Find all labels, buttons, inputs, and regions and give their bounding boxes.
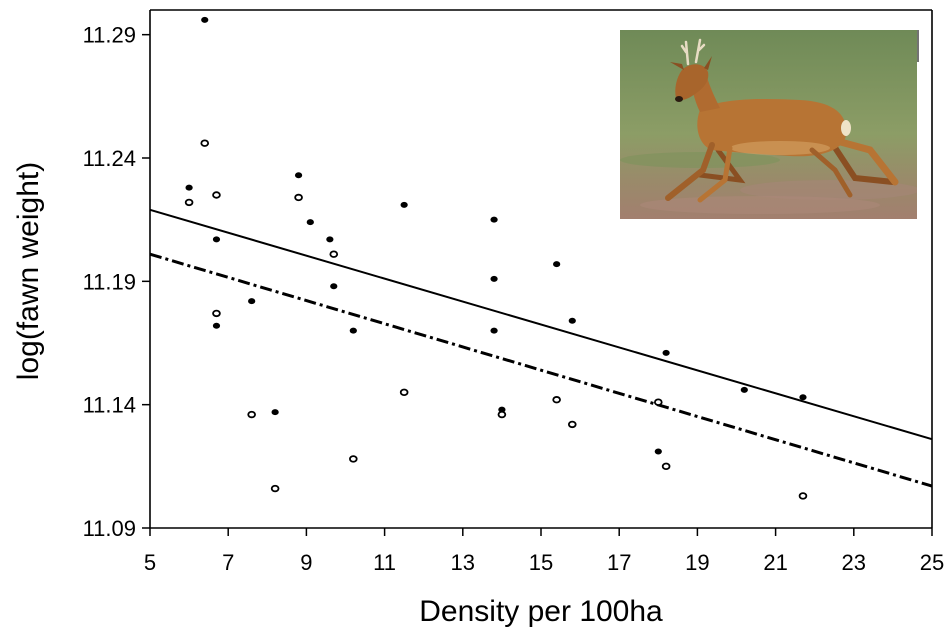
data-point-filled [490,275,498,282]
data-point-filled [212,322,221,329]
y-tick-label: 11.24 [83,146,136,171]
data-point-open [294,193,303,202]
data-point-filled [201,16,209,23]
data-points [184,16,808,500]
data-point-filled [553,261,561,268]
x-tick-label: 15 [529,550,553,575]
data-point-filled [326,236,334,243]
x-tick-label: 23 [842,550,866,575]
data-point-open [567,420,577,429]
x-tick-label: 25 [920,550,944,575]
data-point-open [661,462,671,471]
data-point-open [247,410,256,419]
x-tick-label: 21 [763,550,787,575]
data-point-open [329,250,339,258]
deer-figure [665,38,899,203]
data-point-open [184,198,194,207]
data-point-filled [212,236,221,243]
data-point-filled [185,184,193,191]
data-point-filled [400,201,408,208]
data-point-open [399,388,409,397]
data-point-open [349,455,358,463]
x-ticks: 5 7 9 11 13 15 17 19 21 23 25 [144,528,944,575]
data-point-filled [294,172,303,179]
data-point-filled [306,219,314,226]
data-point-filled [490,216,498,223]
x-tick-label: 5 [144,550,156,575]
data-point-filled [330,283,338,290]
data-point-open [497,410,507,419]
data-point-open [212,191,221,199]
data-point-filled [799,394,807,401]
data-point-open [552,396,561,404]
data-point-filled [248,298,256,305]
regression-line-solid [149,208,933,441]
x-tick-label: 13 [451,550,475,575]
data-point-filled [490,327,498,334]
data-point-open [270,484,280,493]
y-ticks: 11.09 11.14 11.19 11.24 11.29 [83,23,150,541]
y-axis-title: log(fawn weight) [12,162,45,380]
data-point-filled [662,349,670,356]
deer-photo [620,30,919,219]
fit-lines [149,208,933,488]
x-tick-label: 19 [685,550,709,575]
x-tick-label: 11 [373,550,396,575]
data-point-filled [349,327,357,334]
x-tick-label: 17 [607,550,631,575]
y-tick-label: 11.29 [83,23,136,48]
x-tick-label: 9 [300,550,312,575]
regression-line-dash-dot [149,252,933,488]
y-tick-label: 11.09 [83,516,136,541]
data-point-filled [740,386,748,393]
data-point-filled [654,448,662,455]
y-tick-label: 11.14 [83,393,136,418]
data-point-filled [271,409,279,416]
data-point-open [200,139,210,147]
data-point-filled [568,317,576,324]
data-point-open [212,309,221,318]
data-point-open [653,398,663,406]
x-axis-title: Density per 100ha [419,595,663,628]
x-tick-label: 7 [222,550,234,575]
data-point-open [798,492,808,500]
y-tick-label: 11.19 [83,269,136,294]
